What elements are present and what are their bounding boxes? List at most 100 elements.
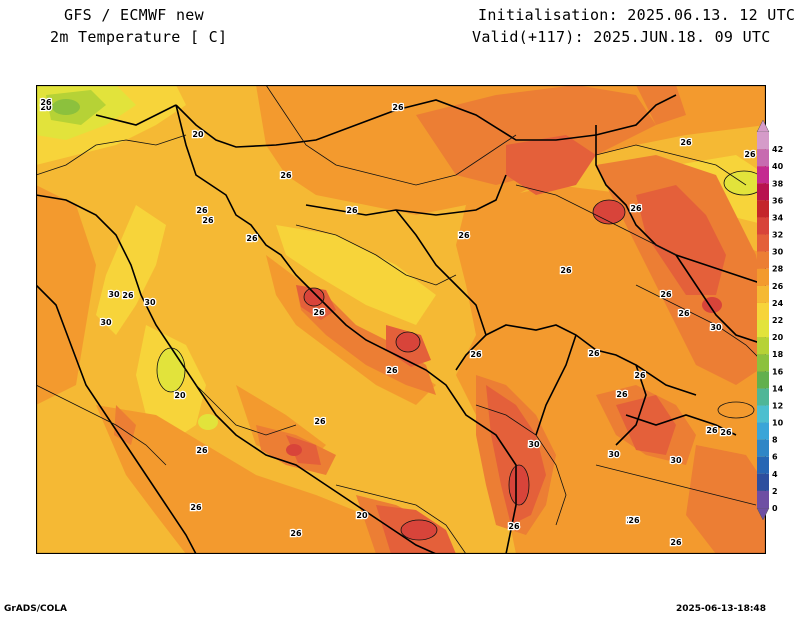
colorbar-tick-label: 4 [772,470,778,479]
colorbar-tick-label: 38 [772,179,784,188]
variable-title: 2m Temperature [ C] [50,28,228,46]
zone-30-32 [286,135,726,554]
contour-label: 26 [470,350,482,359]
contour-label: 26 [196,446,208,455]
colorbar-box [757,456,769,474]
colorbar-box [757,285,769,303]
colorbar-tick-label: 30 [772,248,784,257]
colorbar-box [757,183,769,201]
zone-16-18 [52,99,80,115]
contour-label: 30 [100,318,112,327]
contour-label: 20 [356,511,368,520]
colorbar-max-arrow [756,120,770,133]
colorbar-box [757,490,769,508]
contour-label: 26 [346,206,358,215]
contour-label: 26 [280,171,292,180]
colorbar-tick-label: 24 [772,299,784,308]
contour-label: 26 [628,516,640,525]
contour-label: 26 [386,366,398,375]
colorbar-box [757,166,769,184]
colorbar-box [757,354,769,372]
contour-label: 26 [660,290,672,299]
contour-label: 30 [670,456,682,465]
contour-label: 26 [560,266,572,275]
contour-label: 26 [40,98,52,107]
model-title: GFS / ECMWF new [64,6,204,24]
colorbar-box [757,234,769,252]
contour-label: 26 [616,390,628,399]
colorbar-box [757,388,769,406]
colorbar-tick-label: 0 [772,504,778,513]
contour-label: 26 [744,150,756,159]
valid-time: Valid(+117): 2025.JUN.18. 09 UTC [472,28,771,46]
colorbar-tick-label: 14 [772,384,784,393]
colorbar-box [757,439,769,457]
contour-label: 26 [630,204,642,213]
colorbar-box [757,405,769,423]
footer-software: GrADS/COLA [4,604,67,614]
contour-label: 30 [108,290,120,299]
colorbar-tick-label: 20 [772,333,784,342]
colorbar-tick-label: 22 [772,316,783,325]
contour-label: 26 [190,503,202,512]
colorbar-tick-label: 32 [772,231,783,240]
contour-label: 26 [720,428,732,437]
contour-label: 26 [202,216,214,225]
contour-label: 26 [314,417,326,426]
colorbar-box [757,251,769,269]
contour-label: 20 [192,130,204,139]
init-time: Initialisation: 2025.06.13. 12 UTC [478,6,796,24]
contour-label: 26 [458,231,470,240]
colorbar-box [757,320,769,338]
contour-label: 26 [588,349,600,358]
colorbar-tick-label: 18 [772,350,784,359]
colorbar-box [757,302,769,320]
colorbar-tick-label: 10 [772,419,784,428]
colorbar-box [757,132,769,150]
colorbar-box [757,422,769,440]
contour-label: 26 [626,516,638,525]
colorbar-tick-label: 42 [772,145,783,154]
zone-32-34 [286,200,722,540]
colorbar-tick-label: 40 [772,162,784,171]
contour-label: 26 [392,103,404,112]
isotherm-lines [36,85,766,554]
contour-label: 26 [706,426,718,435]
contour-label: 26 [670,538,682,547]
country-borders [36,94,766,554]
colorbar-box [757,337,769,355]
contour-label: 30 [528,440,540,449]
colorbar-tick-label: 36 [772,196,784,205]
colorbar-box [757,371,769,389]
contour-label: 30 [710,323,722,332]
colorbar-tick-label: 2 [772,487,778,496]
contour-label: 26 [678,309,690,318]
contour-label: 26 [122,291,134,300]
colorbar-box [757,268,769,286]
contour-label: 20 [174,391,186,400]
colorbar-tick-label: 28 [772,265,784,274]
contour-label: 26 [196,206,208,215]
colorbar-tick-label: 34 [772,213,784,222]
contour-label: 26 [634,371,646,380]
colorbar-tick-label: 12 [772,401,783,410]
colorbar-box [757,217,769,235]
contour-label: 26 [290,529,302,538]
contour-label: 26 [246,234,258,243]
colorbar-tick-label: 26 [772,282,784,291]
colorbar-tick-label: 6 [772,453,778,462]
colorbar-tick-label: 16 [772,367,784,376]
contour-label: 26 [680,138,692,147]
contour-label: 30 [608,450,620,459]
contour-label: 26 [508,522,520,531]
contour-label: 26 [313,308,325,317]
colorbar-min-arrow [756,507,770,520]
contour-label: 20 [40,103,52,112]
colorbar-tick-label: 8 [772,436,778,445]
colorbar-box [757,473,769,491]
footer-timestamp: 2025-06-13-18:48 [676,604,766,614]
colorbar-box [757,200,769,218]
